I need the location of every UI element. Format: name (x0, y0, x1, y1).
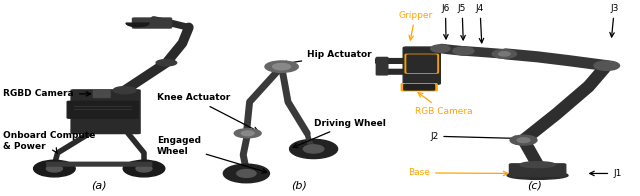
Ellipse shape (34, 160, 76, 177)
Ellipse shape (303, 145, 324, 153)
Ellipse shape (290, 139, 338, 159)
Wedge shape (138, 23, 149, 27)
Text: Driving Wheel: Driving Wheel (293, 119, 385, 148)
Text: (a): (a) (92, 180, 107, 190)
FancyBboxPatch shape (132, 18, 172, 28)
Ellipse shape (499, 52, 510, 56)
Text: RGB Camera: RGB Camera (415, 93, 472, 116)
Ellipse shape (508, 172, 568, 179)
Text: (c): (c) (527, 180, 542, 190)
Text: J3: J3 (610, 4, 619, 37)
Ellipse shape (520, 162, 556, 168)
Ellipse shape (123, 160, 165, 177)
FancyBboxPatch shape (376, 57, 388, 75)
Ellipse shape (453, 47, 474, 55)
FancyBboxPatch shape (67, 101, 138, 118)
FancyBboxPatch shape (405, 54, 438, 73)
Ellipse shape (517, 138, 530, 142)
Ellipse shape (237, 170, 256, 177)
Text: Hip Actuator: Hip Actuator (282, 50, 372, 65)
Ellipse shape (594, 61, 620, 70)
FancyBboxPatch shape (401, 84, 437, 91)
Ellipse shape (47, 165, 63, 172)
Text: RGBD Camera: RGBD Camera (3, 89, 90, 98)
FancyBboxPatch shape (378, 69, 407, 74)
Text: J2: J2 (430, 132, 519, 141)
FancyBboxPatch shape (376, 59, 407, 63)
Text: Onboard Compute
& Power: Onboard Compute & Power (3, 132, 95, 154)
Ellipse shape (241, 131, 254, 136)
Text: J6: J6 (441, 4, 450, 39)
Text: Engaged
Wheel: Engaged Wheel (157, 136, 267, 173)
Text: Gripper: Gripper (398, 11, 433, 40)
Text: J1: J1 (590, 169, 621, 178)
Text: (b): (b) (292, 180, 307, 190)
Wedge shape (126, 23, 138, 27)
Ellipse shape (492, 50, 516, 58)
Text: Base: Base (408, 168, 508, 177)
Text: J5: J5 (458, 4, 467, 40)
Text: J4: J4 (476, 4, 484, 43)
FancyBboxPatch shape (47, 162, 152, 166)
FancyBboxPatch shape (93, 90, 110, 97)
Text: Knee Actuator: Knee Actuator (157, 93, 258, 131)
Ellipse shape (136, 165, 152, 172)
Circle shape (113, 87, 136, 94)
Ellipse shape (265, 61, 298, 72)
FancyBboxPatch shape (70, 89, 141, 134)
Ellipse shape (223, 164, 269, 183)
FancyBboxPatch shape (407, 55, 436, 72)
Circle shape (156, 60, 177, 66)
Ellipse shape (431, 45, 450, 52)
FancyBboxPatch shape (404, 84, 435, 90)
Ellipse shape (510, 135, 537, 145)
FancyBboxPatch shape (403, 47, 440, 84)
Ellipse shape (234, 129, 261, 138)
FancyBboxPatch shape (509, 164, 566, 176)
Ellipse shape (273, 64, 291, 70)
